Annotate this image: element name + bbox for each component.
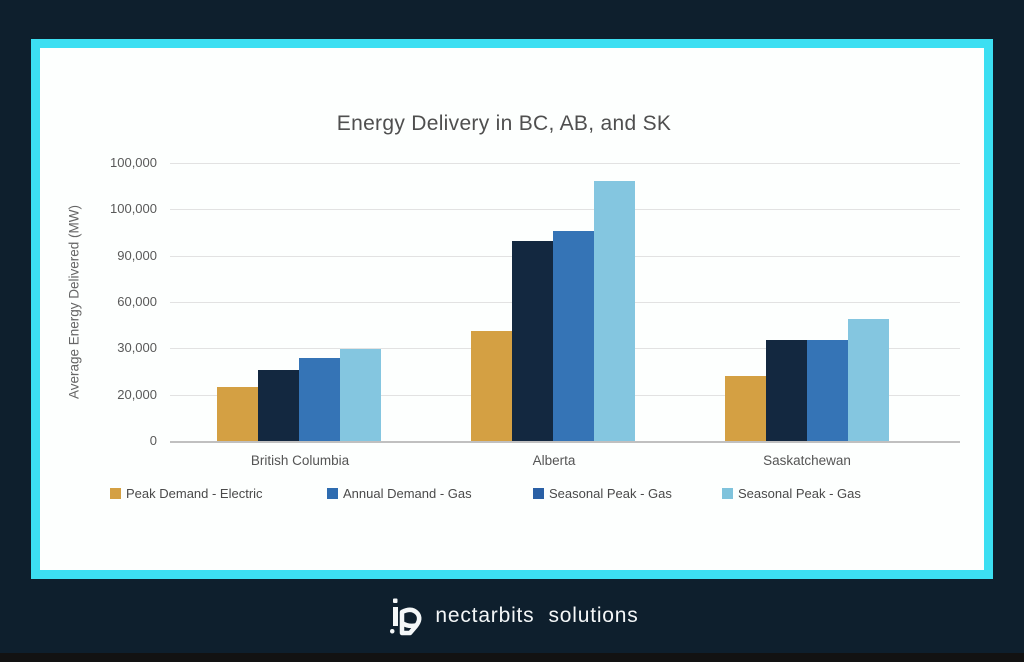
y-tick-label: 30,000	[117, 340, 157, 356]
footer-brand: nectarbits solutions	[0, 596, 1024, 636]
legend-swatch-icon	[722, 488, 733, 499]
bar-saskatchewan-series-1	[725, 376, 766, 441]
bar-british-columbia-series-3	[299, 358, 340, 441]
legend-item-4: Seasonal Peak - Gas	[722, 486, 861, 501]
y-tick-label: 0	[149, 432, 157, 448]
x-axis-line	[170, 440, 960, 443]
legend-swatch-icon	[533, 488, 544, 499]
chart-title: Energy Delivery in BC, AB, and SK	[336, 112, 672, 135]
brand-word-1: nectarbits	[435, 604, 535, 627]
bar-british-columbia-series-1	[217, 387, 258, 441]
bar-saskatchewan-series-4	[848, 319, 889, 441]
nectarbits-logo-icon	[390, 598, 422, 636]
gridline	[170, 209, 960, 211]
bar-british-columbia-series-4	[340, 349, 381, 441]
bottom-black-strip	[0, 653, 1024, 662]
bar-british-columbia-series-2	[258, 370, 299, 441]
y-tick-label: 100,000	[110, 155, 157, 170]
y-axis-title: Average Energy Delivered (MW)	[66, 204, 82, 400]
legend-item-3: Seasonal Peak - Gas	[533, 486, 672, 501]
bar-alberta-series-2	[512, 241, 553, 441]
legend-swatch-icon	[327, 488, 338, 499]
bar-alberta-series-1	[471, 331, 512, 441]
gridline	[170, 163, 960, 164]
brand-word-2: solutions	[548, 604, 639, 627]
y-tick-label: 60,000	[117, 293, 157, 309]
y-tick-label: 20,000	[117, 386, 157, 402]
bar-saskatchewan-series-2	[766, 340, 807, 441]
bar-alberta-series-3	[553, 231, 594, 441]
x-category-label: Saskatchewan	[763, 453, 851, 468]
legend-label: Annual Demand - Gas	[343, 486, 472, 501]
legend-swatch-icon	[110, 488, 121, 499]
bar-alberta-series-4	[594, 181, 635, 441]
legend-label: Seasonal Peak - Gas	[738, 486, 861, 501]
legend-label: Peak Demand - Electric	[126, 486, 263, 501]
y-tick-label: 100,000	[110, 201, 157, 217]
bar-saskatchewan-series-3	[807, 340, 848, 441]
legend-item-2: Annual Demand - Gas	[327, 486, 472, 501]
footer-brand-text: nectarbits solutions	[435, 604, 638, 628]
x-category-label: British Columbia	[250, 453, 350, 468]
legend-label: Seasonal Peak - Gas	[549, 486, 672, 501]
x-category-label: Alberta	[532, 453, 576, 468]
legend-item-1: Peak Demand - Electric	[110, 486, 263, 501]
y-tick-label: 90,000	[117, 247, 157, 263]
